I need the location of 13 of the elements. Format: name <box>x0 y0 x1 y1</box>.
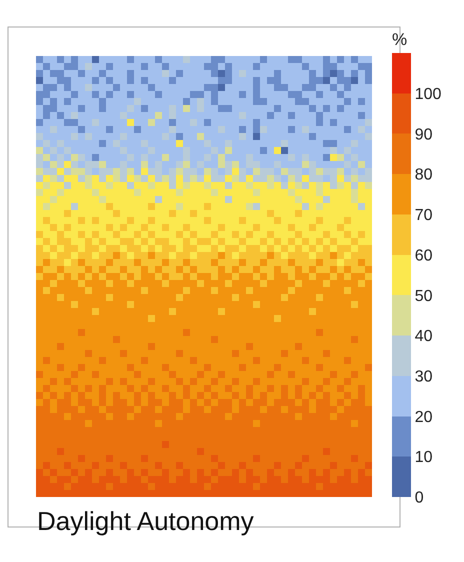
color-bar-label: 50 <box>414 288 433 305</box>
color-bar-label: 60 <box>414 247 433 264</box>
color-bar-label: 70 <box>414 207 433 224</box>
color-bar-label: 40 <box>414 328 433 346</box>
color-bar-label: 90 <box>414 126 433 144</box>
text: Daylight Autonomy <box>37 506 254 536</box>
color-bar-label: 20 <box>414 408 433 426</box>
color-bar-label: 10 <box>414 449 433 466</box>
color-bar-label: 100 <box>414 86 442 103</box>
color-bar-label: 80 <box>414 166 433 184</box>
color-bar-title: % <box>392 30 408 49</box>
color-bar-label: 0 <box>414 490 424 507</box>
color-bar-label: 30 <box>414 368 433 386</box>
